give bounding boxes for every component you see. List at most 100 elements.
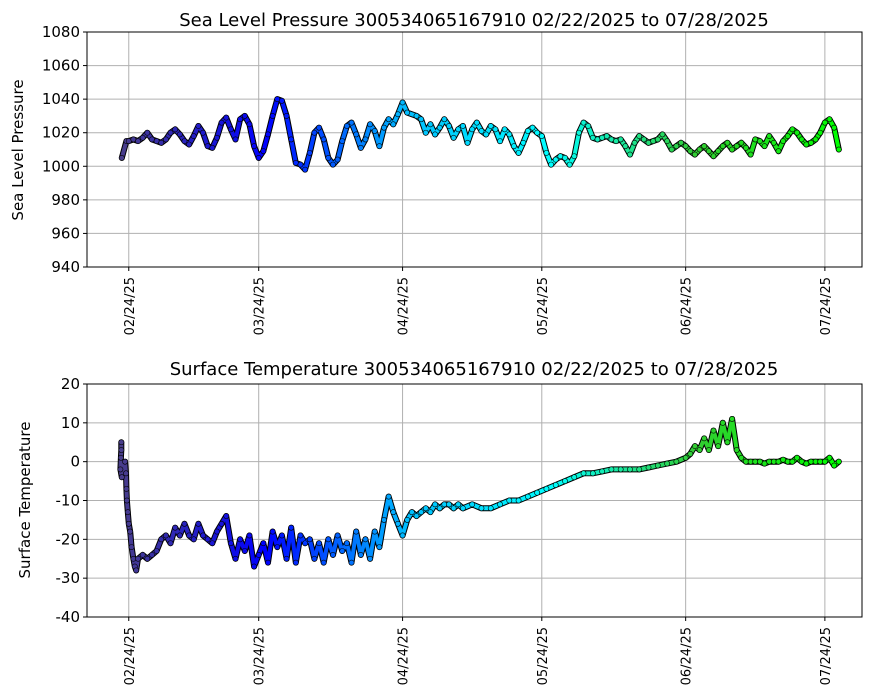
data-point: [654, 462, 661, 469]
x-tick-label: 07/24/25: [819, 627, 834, 685]
data-point: [399, 532, 406, 539]
y-tick-label: 980: [51, 191, 80, 209]
x-tick-label: 07/24/25: [819, 277, 834, 335]
data-point: [436, 505, 443, 512]
y-tick-label: 20: [61, 375, 80, 393]
data-point: [283, 113, 290, 119]
series-segment: [539, 134, 549, 155]
data-point: [325, 536, 332, 543]
data-point: [524, 493, 531, 500]
data-point: [339, 548, 346, 554]
data-point: [473, 119, 480, 126]
series-outline: [117, 416, 842, 574]
data-point: [214, 134, 220, 141]
series-segment: [247, 533, 257, 569]
data-point: [687, 450, 694, 457]
data-point: [520, 139, 527, 146]
data-point: [469, 501, 476, 508]
data-point: [353, 131, 360, 138]
data-point: [831, 124, 838, 131]
x-ticks: 02/24/25 03/24/25 04/24/25 05/24/25 06/24/25…: [123, 617, 834, 685]
data-point: [135, 138, 141, 145]
data-points: [118, 96, 842, 173]
data-point: [483, 131, 490, 138]
data-point: [320, 559, 327, 566]
data-point: [408, 509, 415, 516]
data-point: [251, 143, 257, 150]
y-tick-label: -30: [56, 569, 81, 587]
data-point: [562, 478, 568, 484]
data-point: [432, 131, 438, 138]
data-point: [381, 124, 387, 131]
data-point: [654, 136, 661, 143]
data-point: [487, 123, 494, 129]
data-point: [455, 126, 462, 133]
data-point: [353, 528, 360, 535]
data-point: [200, 129, 206, 136]
y-tick-label: -20: [56, 530, 81, 548]
data-point: [534, 129, 541, 136]
data-point: [552, 156, 559, 163]
data-point: [209, 540, 216, 547]
data-point: [835, 458, 842, 465]
data-point: [190, 133, 197, 139]
data-point: [580, 470, 587, 477]
x-tick-label: 03/24/25: [253, 627, 268, 685]
data-point: [617, 136, 624, 143]
data-point: [399, 99, 406, 106]
data-point: [719, 143, 726, 150]
series-segment: [377, 517, 387, 550]
data-point: [543, 485, 550, 492]
data-point: [200, 532, 206, 539]
data-point: [265, 559, 271, 566]
data-point: [292, 559, 299, 566]
series-segment: [265, 113, 275, 137]
data-point: [441, 116, 448, 123]
data-point: [376, 143, 383, 150]
data-point: [330, 161, 336, 168]
data-point: [176, 532, 183, 539]
data-point: [552, 482, 559, 488]
series-segment: [270, 97, 280, 118]
data-point: [381, 517, 387, 523]
data-point: [362, 536, 369, 543]
series-segment: [303, 150, 312, 172]
data-point: [757, 138, 763, 145]
data-point: [571, 153, 578, 160]
data-point: [376, 544, 383, 550]
y-tick-label: 10: [61, 414, 80, 432]
data-point: [789, 458, 796, 465]
series-segment: [335, 139, 345, 162]
data-point: [580, 119, 587, 126]
data-point: [534, 489, 541, 496]
data-point: [743, 144, 749, 151]
x-tick-label: 03/24/25: [253, 277, 268, 335]
data-point: [599, 468, 606, 475]
data-point: [311, 129, 318, 136]
surface-temperature-chart: Surface Temperature 300534065167910 02/2…: [16, 359, 863, 685]
data-point: [316, 124, 322, 131]
data-point: [705, 447, 712, 453]
data-point: [464, 139, 471, 146]
data-point: [659, 131, 666, 138]
data-point: [733, 143, 740, 150]
data-point: [117, 454, 124, 461]
data-point: [418, 116, 425, 123]
data-point: [357, 144, 364, 151]
data-point: [422, 129, 429, 136]
data-point: [316, 540, 322, 547]
data-point: [144, 129, 151, 136]
data-point: [729, 416, 735, 422]
data-point: [733, 447, 740, 453]
data-point: [371, 128, 378, 134]
series-segment: [265, 529, 275, 565]
data-point: [538, 133, 545, 139]
data-point: [585, 123, 592, 129]
data-point: [223, 513, 230, 519]
data-points: [117, 416, 842, 574]
data-point: [664, 138, 670, 145]
data-point: [214, 528, 220, 535]
y-axis-label: Surface Temperature: [16, 422, 34, 579]
data-point: [162, 136, 169, 143]
data-point: [436, 124, 443, 131]
